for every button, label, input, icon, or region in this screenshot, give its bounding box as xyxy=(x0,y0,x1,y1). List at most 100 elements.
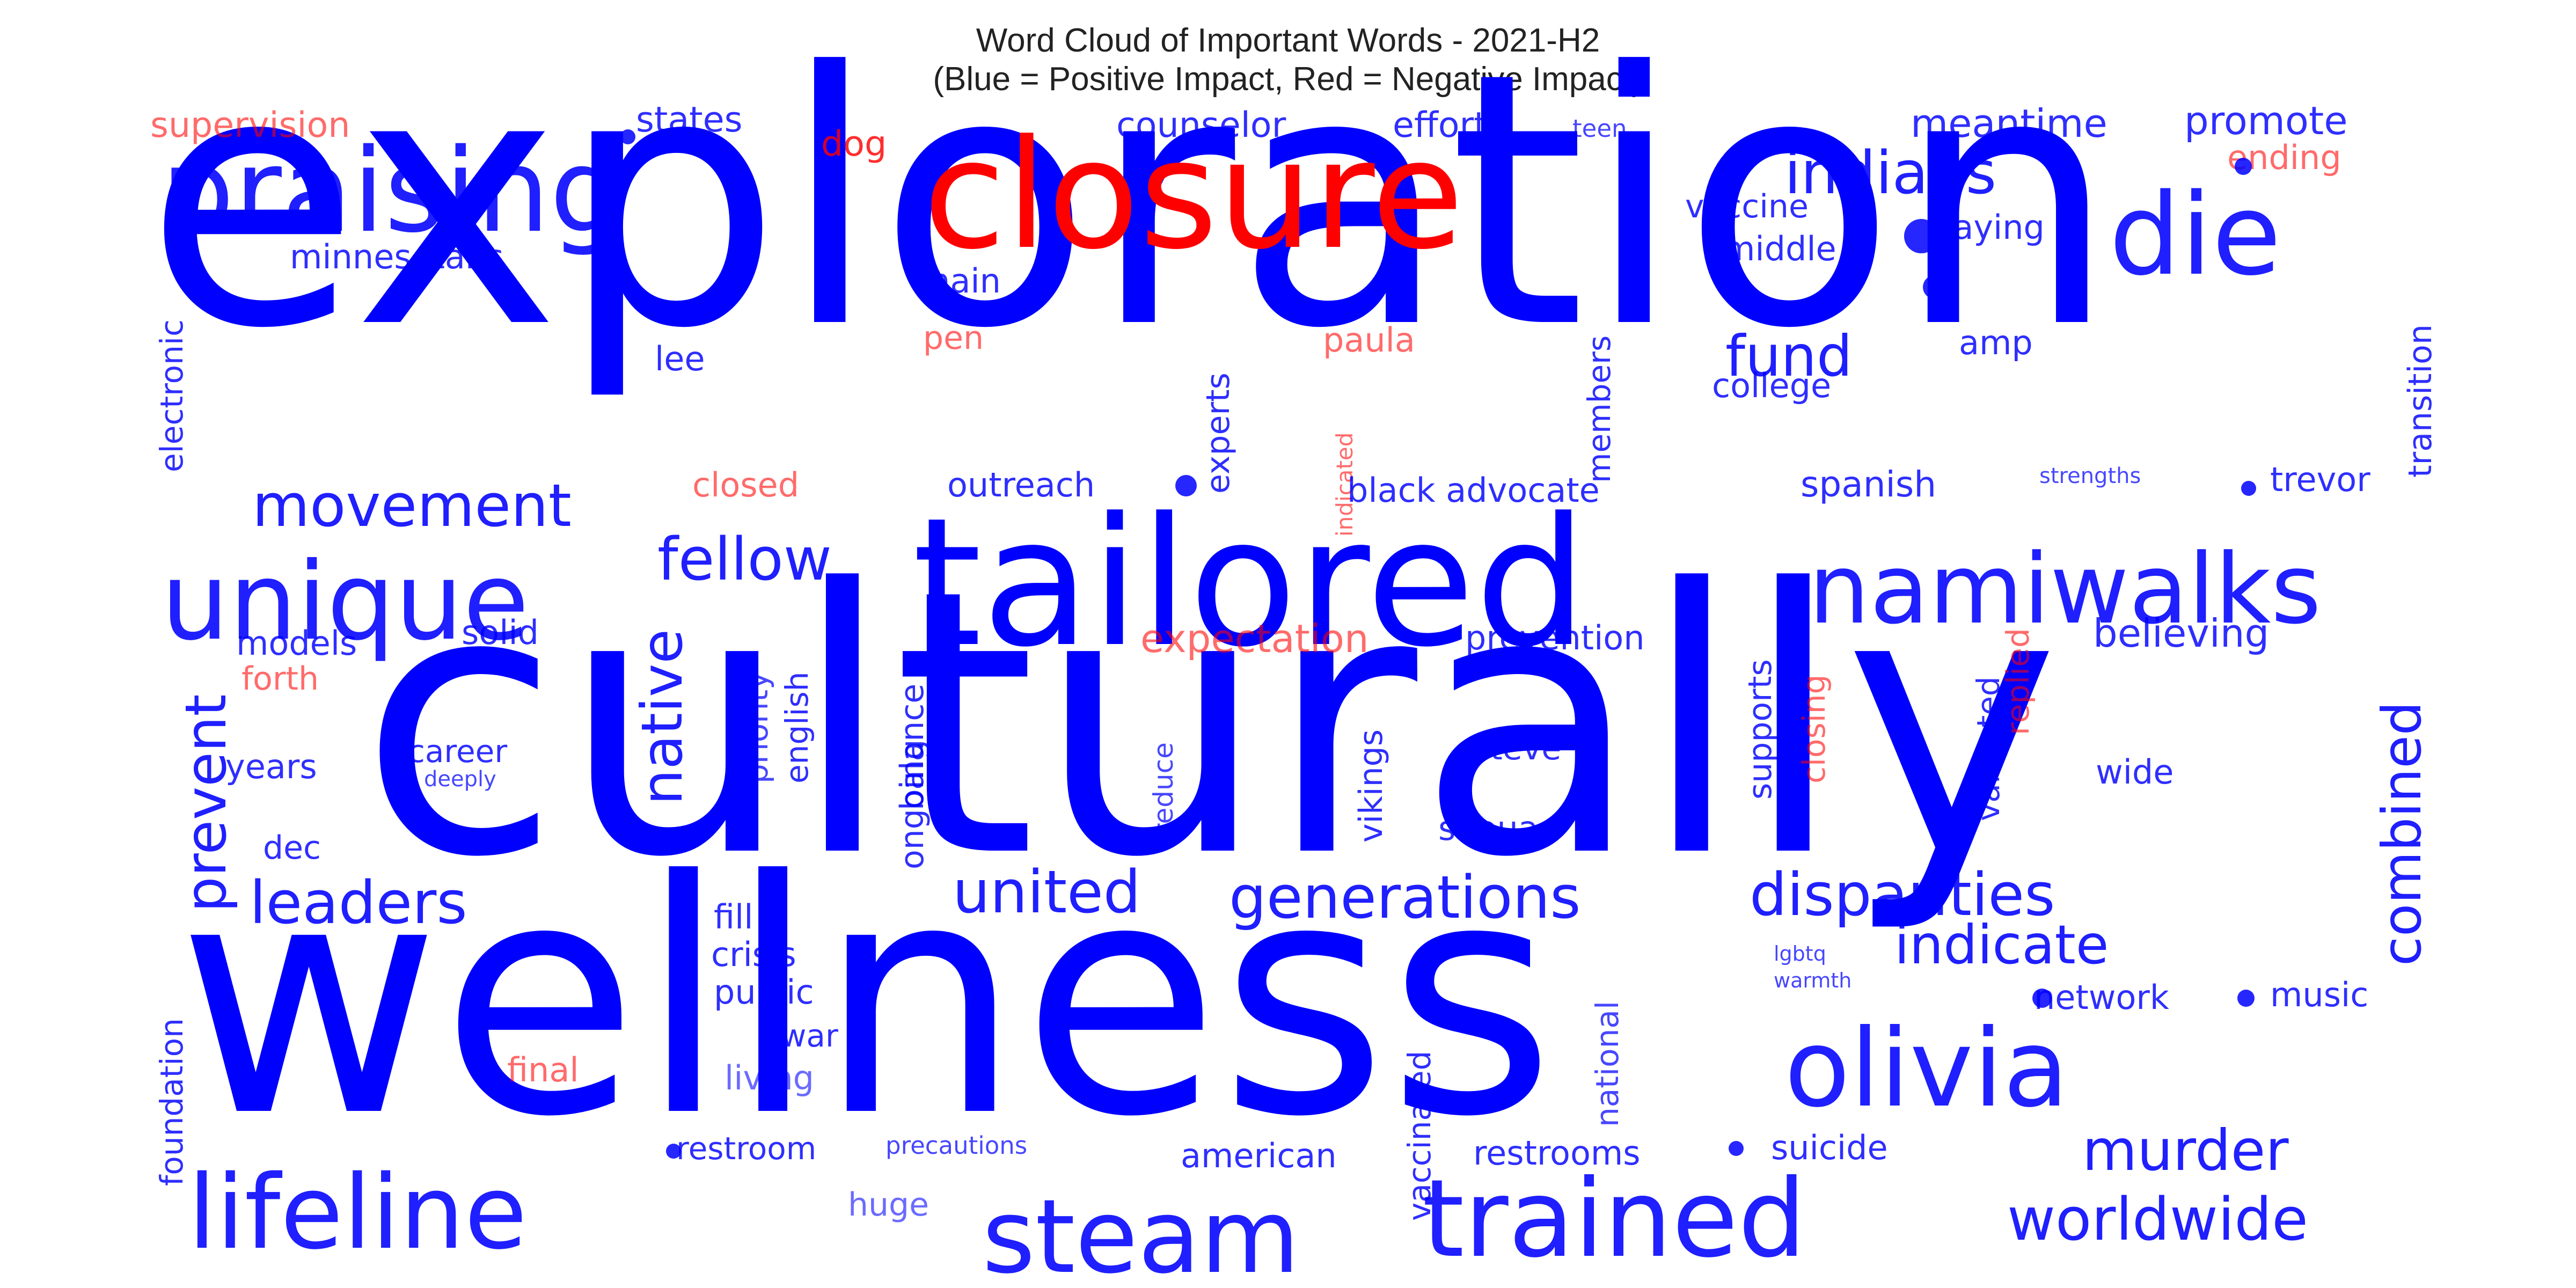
word-namiwalks: namiwalks xyxy=(1809,533,2321,646)
dot-mark xyxy=(2032,989,2052,1008)
word-main: main xyxy=(918,261,1001,301)
word-worldwide: worldwide xyxy=(2007,1185,2308,1254)
word-validated: validated xyxy=(1970,676,2007,821)
word-experts: experts xyxy=(1199,372,1237,494)
word-supports: supports xyxy=(1741,659,1779,800)
dot-mark xyxy=(1904,219,1938,253)
word-olivia: olivia xyxy=(1784,1006,2069,1131)
dot-mark xyxy=(1175,475,1197,496)
word-closure: closure xyxy=(923,108,1464,283)
word-solid: solid xyxy=(462,613,539,652)
word-warmth: warmth xyxy=(1774,969,1851,992)
word-network: network xyxy=(2034,978,2169,1017)
word-strengths: strengths xyxy=(2039,464,2141,488)
word-english: english xyxy=(779,672,815,784)
word-prevent: prevent xyxy=(173,694,239,912)
word-steam: steam xyxy=(982,1177,1300,1288)
word-shoua: shoua xyxy=(1438,809,1539,848)
word-wellness: wellness xyxy=(177,812,1555,1187)
word-believing: believing xyxy=(2093,611,2269,656)
word-dog: dog xyxy=(821,124,887,164)
word-public: public xyxy=(714,972,814,1012)
word-indicate: indicate xyxy=(1894,913,2109,976)
word-promote: promote xyxy=(2184,98,2348,143)
word-movement: movement xyxy=(252,471,572,540)
word-expectation: expectation xyxy=(1140,616,1369,661)
word-spanish: spanish xyxy=(1801,464,1936,505)
word-trained: trained xyxy=(1422,1157,1806,1282)
word-final: final xyxy=(507,1050,579,1089)
word-career: career xyxy=(408,733,507,770)
word-vikings: vikings xyxy=(1352,729,1390,843)
word-lifeline: lifeline xyxy=(188,1153,527,1272)
word-closing: closing xyxy=(1796,675,1832,784)
word-crisis: crisis xyxy=(711,935,796,974)
word-outreach: outreach xyxy=(947,465,1095,504)
word-fund: fund xyxy=(1725,324,1853,389)
word-states: states xyxy=(636,100,743,140)
word-black-advocate: black advocate xyxy=(1347,471,1600,510)
word-suicide: suicide xyxy=(1771,1128,1888,1167)
word-teen: teen xyxy=(1572,114,1627,143)
word-culturally: culturally xyxy=(360,513,2060,937)
word-huge: huge xyxy=(848,1186,929,1224)
word-trevor: trevor xyxy=(2270,460,2370,499)
word-disparities: disparities xyxy=(1750,860,2055,929)
dot-mark xyxy=(2237,990,2255,1007)
word-minnesotans: minnesotans xyxy=(290,237,504,276)
word-dec: dec xyxy=(263,829,321,867)
word-generations: generations xyxy=(1229,863,1581,932)
word-priority: priority xyxy=(738,671,775,784)
word-indians: indians xyxy=(1784,138,1996,207)
word-wide: wide xyxy=(2096,752,2174,792)
dot-mark xyxy=(620,129,635,144)
word-vaccine: vaccine xyxy=(1685,188,1809,225)
word-meantime: meantime xyxy=(1911,101,2107,146)
word-die: die xyxy=(2109,169,2281,301)
word-supervision: supervision xyxy=(150,105,350,145)
word-precautions: precautions xyxy=(885,1131,1027,1160)
word-ongoing: ongoing xyxy=(894,740,931,869)
word-reduce: reduce xyxy=(1148,742,1179,835)
word-indicated: indicated xyxy=(1331,433,1358,537)
word-lee: lee xyxy=(655,339,705,378)
word-paula: paula xyxy=(1323,320,1415,360)
word-amp: amp xyxy=(1959,323,2033,362)
word-unique: unique xyxy=(161,539,529,664)
chart-title-block: Word Cloud of Important Words - 2021-H2 … xyxy=(0,21,2576,99)
word-living: living xyxy=(724,1058,814,1097)
word-transition: transition xyxy=(2402,324,2439,478)
word-replied: replied xyxy=(2000,628,2036,735)
word-united: united xyxy=(953,858,1141,926)
word-forth: forth xyxy=(241,660,319,698)
dot-mark xyxy=(1729,1141,1744,1156)
word-american: american xyxy=(1181,1136,1337,1175)
word-paying: paying xyxy=(1932,208,2045,247)
word-years: years xyxy=(225,747,317,786)
word-national: national xyxy=(1589,1001,1626,1127)
word-tailored: tailored xyxy=(912,480,1587,686)
word-war: war xyxy=(781,1018,838,1054)
word-models: models xyxy=(236,624,357,663)
word-electronic: electronic xyxy=(153,319,190,472)
word-pen: pen xyxy=(923,319,984,357)
word-foundation: foundation xyxy=(153,1018,190,1186)
chart-subtitle: (Blue = Positive Impact, Red = Negative … xyxy=(933,61,1643,98)
word-vaccinated: vaccinated xyxy=(1401,1051,1438,1221)
dot-mark xyxy=(666,1144,681,1159)
word-fellow: fellow xyxy=(657,525,832,594)
word-counselor: counselor xyxy=(1116,105,1286,145)
word-restroom: restroom xyxy=(676,1130,816,1167)
word-murder: murder xyxy=(2082,1118,2289,1183)
dot-mark xyxy=(2235,158,2252,175)
dot-mark xyxy=(1923,275,1946,299)
dot-mark xyxy=(2241,481,2256,496)
word-combined: combined xyxy=(2370,701,2433,966)
word-steve: steve xyxy=(1473,730,1561,767)
word-college: college xyxy=(1712,366,1831,405)
word-music: music xyxy=(2270,975,2368,1014)
word-deeply: deeply xyxy=(424,767,496,792)
word-native: native xyxy=(630,629,695,805)
word-leaders: leaders xyxy=(250,868,467,937)
